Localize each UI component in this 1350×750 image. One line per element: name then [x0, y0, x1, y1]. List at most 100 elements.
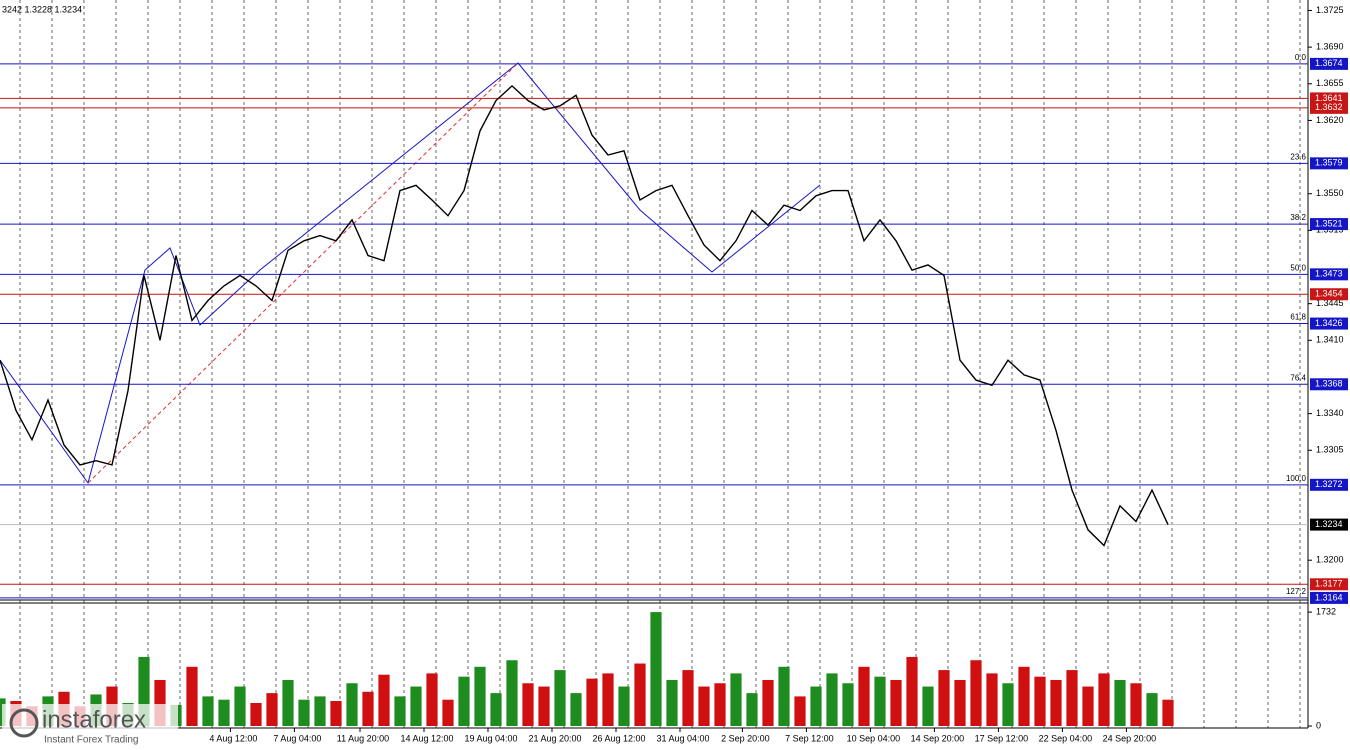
watermark: instaforex Instant Forex Trading	[2, 704, 178, 746]
level-label: 1.3272	[1315, 479, 1343, 489]
level-label-box	[1310, 288, 1348, 301]
volume-bar	[986, 673, 998, 726]
fib-label: 61.8	[1290, 313, 1306, 322]
volume-bar	[1162, 699, 1174, 726]
level-label: 1.3521	[1315, 218, 1343, 228]
y-tick-label: 1.3305	[1316, 445, 1344, 455]
volume-bar	[1050, 679, 1062, 726]
x-tick-label: 4 Aug 12:00	[209, 733, 257, 743]
volume-bar	[138, 656, 150, 726]
level-label-box	[1310, 218, 1348, 231]
volume-bar	[794, 696, 806, 726]
level-label-box	[1310, 591, 1348, 604]
level-label-box	[1310, 101, 1348, 114]
y-tick-label: 1.3445	[1316, 298, 1344, 308]
level-label: 1.3368	[1315, 379, 1343, 389]
y-tick-label: 1.3690	[1316, 41, 1344, 51]
volume-bar	[346, 683, 358, 726]
fib-label: 50.0	[1290, 263, 1306, 272]
tagline: Instant Forex Trading	[44, 735, 139, 746]
volume-bar	[410, 686, 422, 726]
logo-icon	[9, 708, 39, 738]
volume-bar	[970, 660, 982, 726]
grid-layer	[19, 0, 1301, 728]
volume-bar	[426, 673, 438, 726]
volume-bar	[1130, 683, 1142, 726]
zigzag	[0, 62, 821, 485]
level-label: 1.3473	[1315, 269, 1343, 279]
volume-bar	[650, 612, 662, 726]
volume-bar	[1114, 679, 1126, 726]
volume-bar	[250, 702, 262, 726]
level-label: 1.3579	[1315, 158, 1343, 168]
x-tick-label: 17 Sep 12:00	[975, 733, 1029, 743]
y-tick-label: 1.3410	[1316, 335, 1344, 345]
level-label-box	[1310, 478, 1348, 491]
volume-bar	[746, 693, 758, 726]
volume-bar	[762, 679, 774, 726]
x-tick-label: 22 Sep 04:00	[1039, 733, 1093, 743]
volume-bar	[490, 693, 502, 726]
level-label: 1.3426	[1315, 318, 1343, 328]
volume-bar	[954, 679, 966, 726]
x-tick-label: 21 Aug 20:00	[528, 733, 581, 743]
volume-bar	[314, 696, 326, 726]
y-tick-label: 1.3550	[1316, 188, 1344, 198]
level-label-box	[1310, 157, 1348, 170]
volume-bar	[698, 686, 710, 726]
level-label: 1.3641	[1315, 93, 1343, 103]
x-tick-label: 19 Aug 04:00	[464, 733, 517, 743]
level-label-box	[1310, 92, 1348, 105]
volume-bar	[234, 686, 246, 726]
level-label: 1.3177	[1315, 579, 1343, 589]
price-line	[0, 84, 1169, 547]
volume-bar	[858, 666, 870, 726]
fib-label: 38.2	[1290, 213, 1306, 222]
fib-label: 127.2	[1286, 587, 1307, 596]
volume-bar	[202, 696, 214, 726]
level-label-box	[1310, 317, 1348, 330]
y-tick-label: 1.3200	[1316, 555, 1344, 565]
volume-bar	[682, 670, 694, 726]
volume-bar	[1034, 676, 1046, 726]
volume-bar	[1066, 670, 1078, 726]
level-label: 1.3632	[1315, 102, 1343, 112]
volume-bar	[266, 693, 278, 726]
volume-bar	[618, 686, 630, 726]
volume-bar	[634, 663, 646, 726]
last-price-label: 1.3234	[1315, 519, 1343, 529]
volume-bar	[442, 699, 454, 726]
volume-bar	[714, 683, 726, 726]
y-tick-label: 1.3340	[1316, 408, 1344, 418]
volume-bar	[218, 699, 230, 726]
volume-bar	[522, 683, 534, 726]
volume-tick-label: 1732	[1316, 606, 1336, 616]
level-label-box	[1310, 378, 1348, 391]
volume-bar	[394, 696, 406, 726]
level-label: 1.3454	[1315, 289, 1343, 299]
volume-bar	[282, 679, 294, 726]
volume-bar	[1082, 686, 1094, 726]
volume-bar	[378, 674, 390, 726]
level-label-box	[1310, 578, 1348, 591]
last-price-box	[1310, 518, 1348, 531]
x-tick-label: 31 Aug 04:00	[656, 733, 709, 743]
header: 3242 1.3228 1.3234	[2, 4, 82, 14]
volume-bar	[474, 666, 486, 726]
fib-trend	[87, 62, 519, 484]
x-tick-label: 24 Sep 20:00	[1103, 733, 1157, 743]
volume-bar	[330, 701, 342, 726]
x-tick-label: 14 Aug 12:00	[400, 733, 453, 743]
volume-bar	[458, 676, 470, 726]
x-tick-label: 7 Sep 12:00	[785, 733, 834, 743]
volume-bar	[538, 686, 550, 726]
x-tick-label: 26 Aug 12:00	[592, 733, 645, 743]
volume-tick-label: 0	[1316, 720, 1321, 730]
volume-bar	[554, 670, 566, 726]
fib-label: 0.0	[1295, 53, 1307, 62]
volume-bar	[1018, 666, 1030, 726]
level-label: 1.3164	[1315, 592, 1343, 602]
volume-bar	[362, 691, 374, 726]
volume-bar	[938, 670, 950, 726]
volume-bar	[842, 683, 854, 726]
